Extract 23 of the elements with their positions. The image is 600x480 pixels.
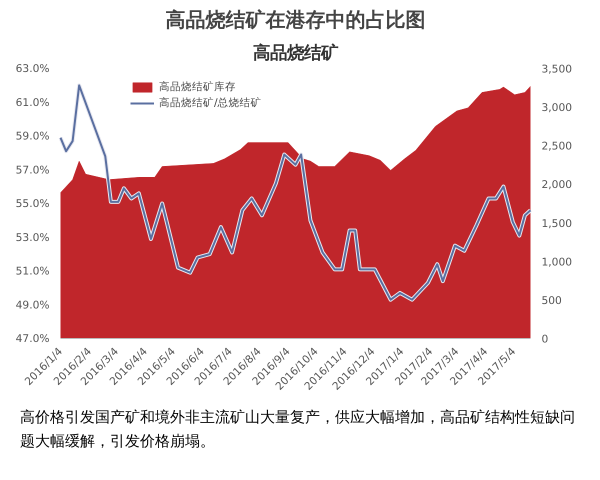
line-series	[58, 83, 532, 302]
y-tick-label: 63.0%	[16, 62, 50, 75]
y2-tick-label: 2,500	[542, 140, 572, 153]
chart-subtitle: 高品烧结矿	[253, 44, 338, 64]
y-tick-label: 57.0%	[16, 163, 50, 176]
legend-label: 高品烧结矿/总烧结矿	[159, 96, 262, 110]
y-tick-label: 51.0%	[16, 264, 50, 278]
y2-tick-label: 3,500	[542, 62, 572, 76]
y2-tick-label: 2,000	[542, 178, 572, 192]
legend-label: 高品烧结矿库存	[159, 80, 236, 94]
y-tick-label: 49.0%	[16, 298, 50, 312]
y-tick-label: 55.0%	[16, 197, 50, 210]
y2-tick-label: 1,500	[542, 216, 572, 230]
y-tick-label: 59.0%	[16, 130, 50, 142]
y2-tick-label: 0	[542, 332, 548, 346]
y2-tick-label: 3,000	[542, 101, 572, 114]
y-tick-label: 53.0%	[16, 230, 50, 244]
y-tick-label: 47.0%	[16, 332, 50, 345]
text: 高价格引发国产矿和境外非主流矿山大量复产，供应大幅增加，高品矿结构性短缺问题大幅缓解，引发价格崩塌。	[20, 407, 576, 452]
y2-tick-label: 500	[542, 294, 562, 307]
y-tick-label: 61.0%	[16, 96, 50, 109]
y2-tick-label: 1,000	[542, 255, 572, 268]
chart-title: 高品烧结矿在港存中的占比图	[166, 8, 426, 32]
